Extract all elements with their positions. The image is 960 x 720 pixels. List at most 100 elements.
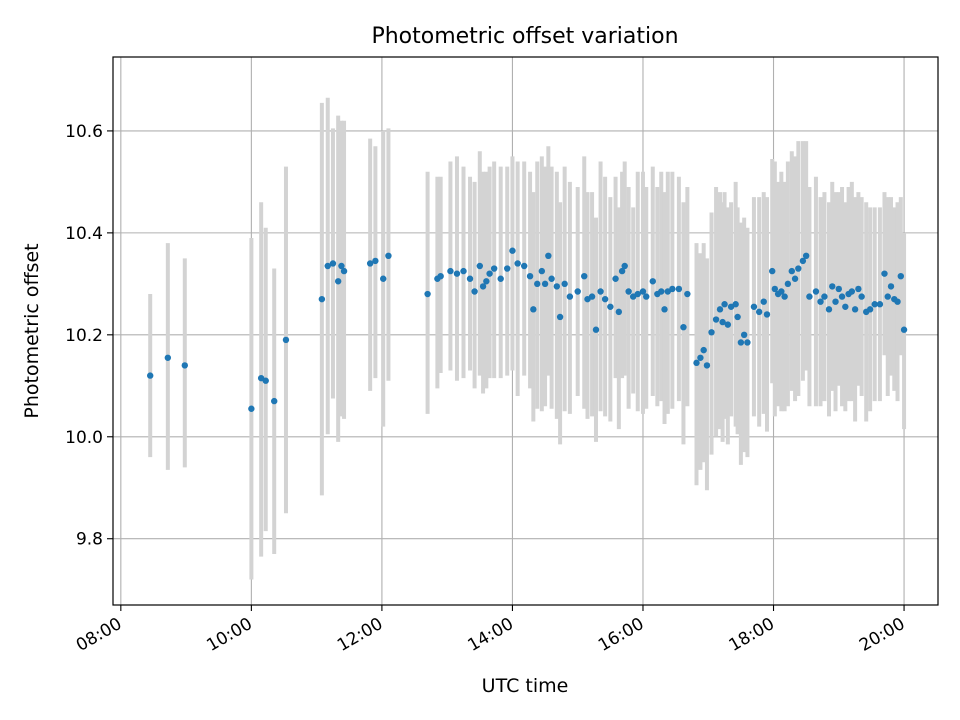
data-point — [271, 397, 278, 405]
data-point — [634, 290, 641, 298]
data-point — [649, 278, 656, 285]
data-point — [504, 265, 511, 272]
data-point — [732, 301, 739, 308]
data-point — [788, 267, 795, 275]
data-point — [561, 280, 568, 288]
data-point — [851, 306, 859, 313]
data-point — [329, 260, 337, 267]
data-point — [832, 298, 839, 305]
data-point — [700, 346, 707, 354]
data-point — [734, 313, 741, 321]
data-point — [526, 273, 534, 280]
data-point — [806, 293, 813, 300]
data-point — [719, 318, 726, 326]
data-point — [712, 316, 720, 323]
data-point — [509, 247, 516, 254]
data-point — [597, 288, 604, 295]
plot-frame — [112, 56, 939, 606]
data-point — [881, 270, 888, 277]
data-point — [887, 283, 895, 290]
data-point — [466, 275, 474, 282]
data-point — [760, 298, 767, 305]
data-point — [538, 267, 546, 275]
data-point — [897, 273, 904, 280]
data-point — [871, 301, 878, 308]
data-point — [437, 273, 444, 280]
data-point — [821, 293, 828, 300]
data-point — [385, 252, 392, 260]
data-point — [338, 262, 345, 270]
data-point — [658, 288, 665, 295]
data-point — [721, 301, 728, 308]
data-point — [447, 267, 454, 275]
data-point — [453, 270, 461, 277]
data-point — [574, 288, 581, 295]
y-tick-label: 10.2 — [65, 326, 103, 346]
data-point — [744, 339, 751, 346]
data-point — [541, 280, 549, 288]
y-tick-label: 10.0 — [65, 428, 103, 448]
data-points — [147, 247, 908, 412]
data-point — [848, 288, 856, 295]
data-point — [612, 275, 619, 282]
y-tick-label: 9.8 — [76, 530, 103, 550]
data-point — [737, 339, 745, 346]
data-point — [802, 252, 810, 260]
data-point — [661, 306, 668, 313]
y-axis-label: Photometric offset — [21, 243, 43, 418]
data-point — [380, 275, 387, 282]
data-point — [855, 285, 862, 293]
data-point — [643, 293, 650, 300]
data-point — [884, 293, 891, 300]
data-point — [366, 260, 374, 267]
data-point — [460, 267, 467, 275]
data-point — [497, 275, 504, 282]
data-point — [181, 362, 188, 369]
data-point — [858, 293, 865, 300]
data-point — [693, 359, 700, 367]
data-point — [566, 293, 574, 300]
data-point — [771, 285, 779, 293]
data-point — [607, 303, 614, 310]
data-point — [483, 278, 490, 285]
data-point — [769, 267, 776, 275]
data-point — [795, 265, 802, 272]
data-point — [799, 257, 807, 265]
data-point — [639, 288, 647, 295]
data-point — [581, 273, 588, 280]
data-point — [372, 257, 379, 265]
data-point — [514, 260, 521, 267]
data-point — [476, 262, 484, 270]
data-point — [282, 336, 290, 344]
y-tick-label: 10.4 — [65, 224, 103, 244]
data-point — [791, 275, 799, 282]
data-point — [838, 293, 846, 300]
data-point — [675, 285, 683, 293]
data-point — [669, 285, 676, 293]
data-point — [825, 306, 833, 313]
data-point — [740, 331, 748, 339]
y-axis: 9.8 10.0 10.2 10.4 10.6 — [65, 122, 113, 550]
data-point — [781, 293, 788, 300]
data-point — [724, 321, 732, 328]
data-point — [262, 377, 269, 384]
data-point — [424, 290, 431, 298]
data-point — [621, 262, 628, 270]
x-axis-label: UTC time — [482, 675, 569, 697]
data-point — [876, 301, 884, 308]
data-point — [866, 306, 874, 313]
data-point — [778, 288, 785, 295]
data-point — [763, 311, 771, 318]
chart-title: Photometric offset variation — [371, 24, 678, 49]
data-point — [755, 308, 763, 316]
data-point — [479, 283, 487, 290]
data-point — [147, 372, 154, 379]
data-point — [520, 262, 528, 270]
data-point — [553, 283, 561, 290]
data-point — [812, 288, 820, 295]
data-point — [534, 280, 541, 288]
data-point — [248, 405, 255, 412]
data-point — [486, 270, 493, 277]
data-point — [618, 267, 626, 275]
